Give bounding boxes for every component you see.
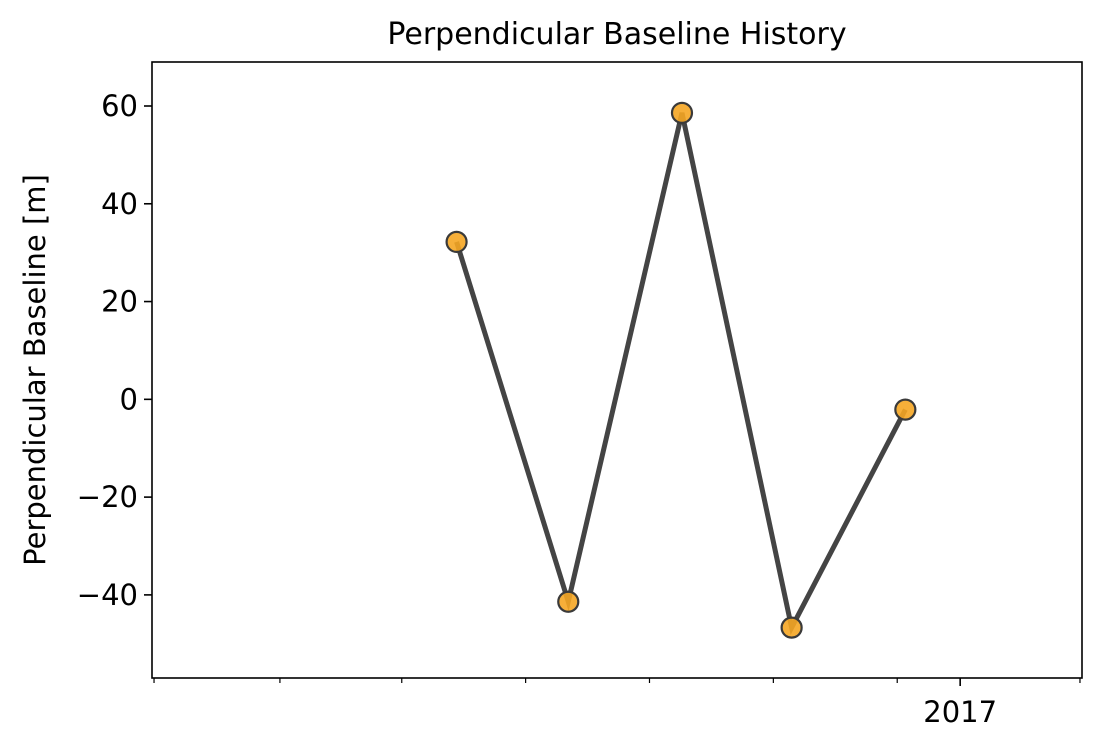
y-tick-label: −40 bbox=[77, 578, 138, 612]
y-tick-label: −20 bbox=[77, 480, 138, 514]
x-axis-ticks: 2017 bbox=[153, 678, 1081, 729]
data-point bbox=[780, 616, 803, 639]
y-tick-label: 40 bbox=[101, 187, 138, 221]
data-point bbox=[894, 398, 917, 421]
y-tick-label: 60 bbox=[101, 89, 138, 123]
y-tick-label: 0 bbox=[120, 382, 138, 416]
data-point bbox=[670, 101, 694, 124]
plot-area-frame bbox=[151, 61, 1083, 679]
series-line bbox=[454, 112, 908, 635]
y-axis-label: Perpendicular Baseline [m] bbox=[18, 174, 52, 566]
y-tick-label: 20 bbox=[101, 285, 138, 319]
data-point bbox=[445, 230, 468, 254]
y-axis-ticks: −40 −20 0 20 40 60 bbox=[77, 89, 152, 612]
series-layer bbox=[445, 101, 917, 639]
x-tick-label: 2017 bbox=[923, 695, 997, 729]
data-point bbox=[557, 590, 580, 613]
chart-title: Perpendicular Baseline History bbox=[387, 17, 846, 52]
